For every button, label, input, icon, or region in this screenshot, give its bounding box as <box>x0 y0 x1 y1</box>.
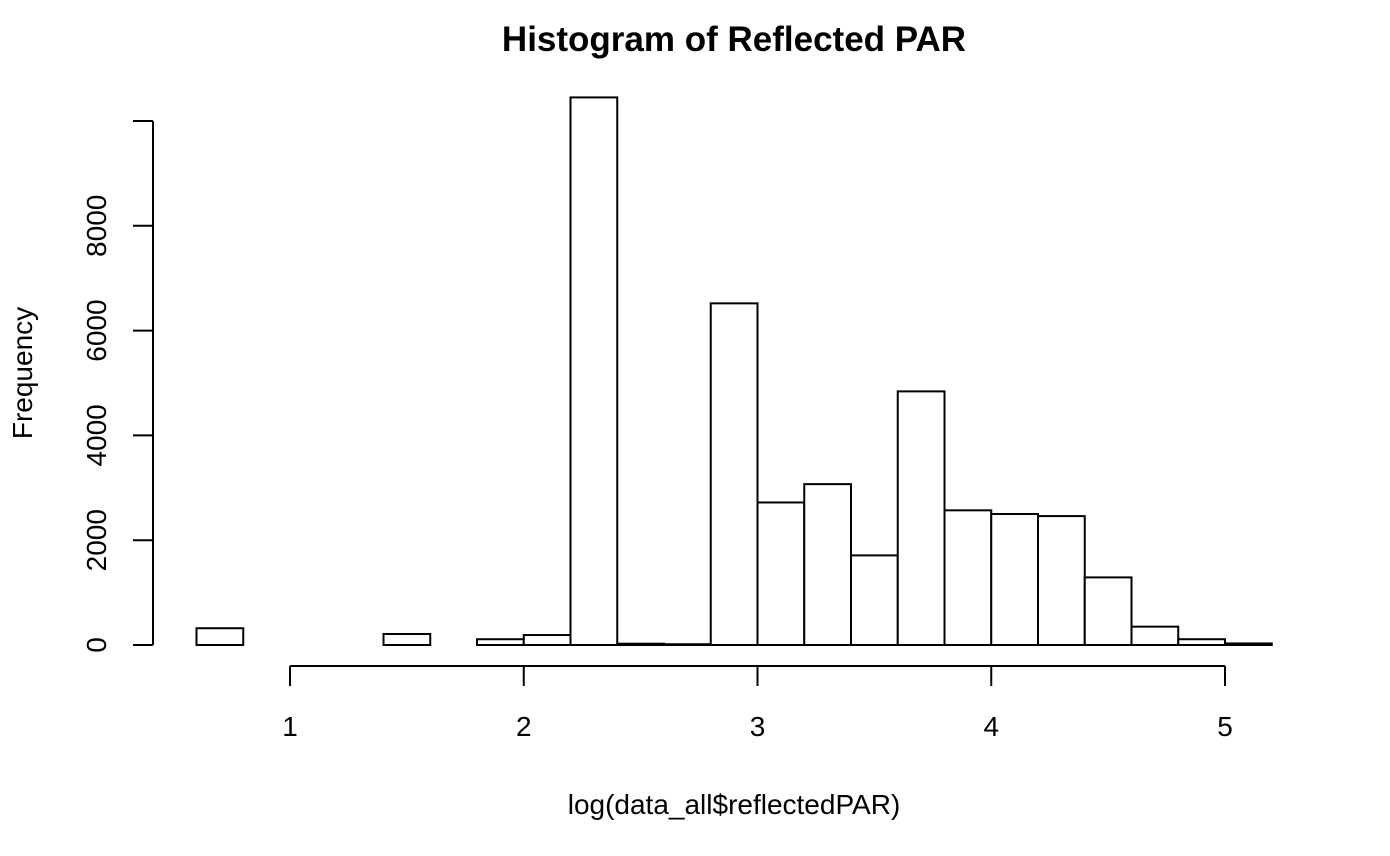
y-tick-label: 8000 <box>81 195 112 257</box>
bars-group <box>195 96 1273 647</box>
y-tick-label: 4000 <box>81 404 112 466</box>
y-tick-label: 6000 <box>81 299 112 361</box>
histogram-bar <box>569 96 619 647</box>
histogram-bar <box>943 509 993 646</box>
y-axis: 0 2000 4000 6000 8000 <box>81 120 154 653</box>
histogram-bar <box>990 513 1039 646</box>
histogram-bar <box>195 627 245 646</box>
histogram-bar <box>663 643 712 646</box>
x-axis: 1 2 3 4 5 <box>282 665 1233 742</box>
histogram-bar <box>1130 625 1180 646</box>
x-tick-label: 3 <box>750 711 766 742</box>
histogram-bar <box>1037 515 1086 647</box>
histogram-bar <box>756 501 806 646</box>
y-tick-label: 2000 <box>81 509 112 571</box>
x-tick-label: 1 <box>282 711 298 742</box>
histogram-bar <box>803 483 852 646</box>
histogram-bar <box>522 634 572 647</box>
chart-title: Histogram of Reflected PAR <box>502 20 966 59</box>
x-tick-label: 4 <box>983 711 999 742</box>
x-tick-label: 2 <box>516 711 532 742</box>
y-axis-label: Frequency <box>7 307 38 439</box>
histogram-bar <box>476 638 525 647</box>
histogram-bar <box>850 554 899 646</box>
histogram-bar <box>896 390 946 646</box>
histogram-bar <box>1177 638 1226 647</box>
x-tick-label: 5 <box>1217 711 1233 742</box>
histogram-bar <box>1224 642 1273 646</box>
histogram-bar <box>616 642 665 647</box>
y-tick-label: 0 <box>81 637 112 653</box>
histogram-bar <box>382 632 432 646</box>
x-axis-label: log(data_all$reflectedPAR) <box>568 789 901 820</box>
histogram-bar <box>709 302 759 646</box>
histogram-bar <box>1083 576 1133 646</box>
